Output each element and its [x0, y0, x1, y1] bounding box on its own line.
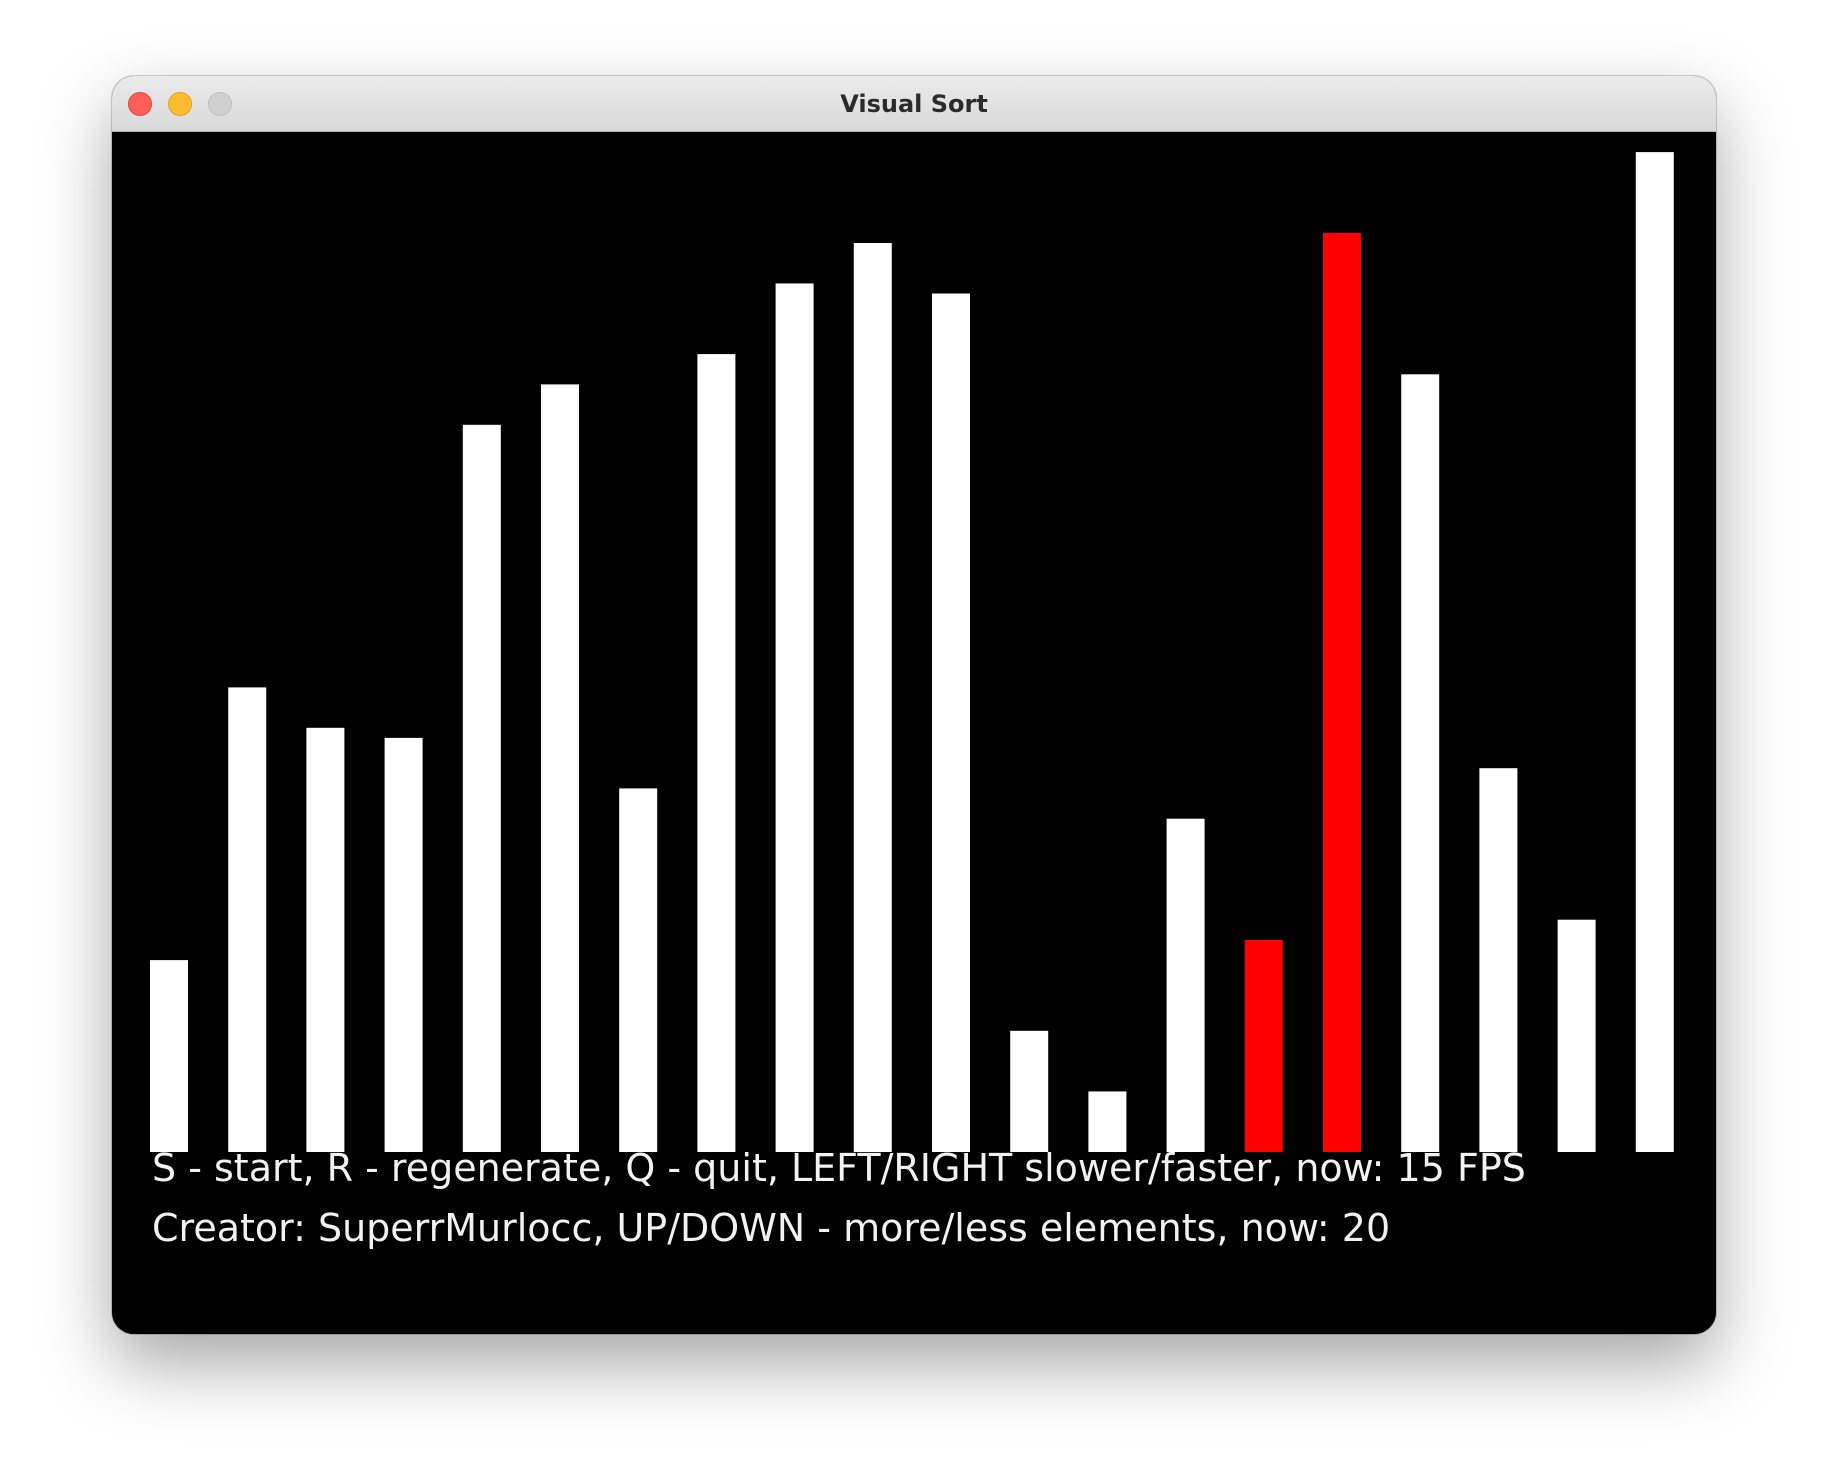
bar	[1010, 1030, 1049, 1152]
title-bar[interactable]: Visual Sort	[112, 76, 1716, 132]
bar	[697, 354, 736, 1153]
bar	[384, 737, 423, 1152]
bar	[1166, 818, 1205, 1152]
minimize-button[interactable]	[168, 92, 192, 116]
bar	[228, 687, 267, 1152]
window-title: Visual Sort	[840, 90, 988, 118]
bar	[1479, 768, 1518, 1152]
bar	[775, 283, 814, 1152]
sort-canvas[interactable]: S - start, R - regenerate, Q - quit, LEF…	[112, 132, 1716, 1334]
bar	[1401, 374, 1440, 1152]
controls-help-line: S - start, R - regenerate, Q - quit, LEF…	[152, 1146, 1526, 1190]
bar	[541, 384, 579, 1152]
bar	[1635, 152, 1674, 1153]
app-window: Visual Sort S - start, R - regenerate, Q…	[112, 76, 1716, 1334]
bar	[1088, 1091, 1127, 1152]
bar	[932, 293, 970, 1152]
bar	[853, 243, 892, 1152]
bar-highlighted	[1244, 939, 1283, 1152]
bar	[462, 424, 501, 1152]
bar	[306, 727, 345, 1152]
bar	[150, 960, 188, 1152]
bar-highlighted	[1323, 232, 1361, 1152]
creator-help-line: Creator: SuperrMurlocc, UP/DOWN - more/l…	[152, 1206, 1391, 1250]
bar	[1557, 919, 1596, 1152]
bar	[619, 788, 658, 1152]
bar-chart	[150, 152, 1674, 1153]
close-button[interactable]	[128, 92, 152, 116]
zoom-button[interactable]	[208, 92, 232, 116]
